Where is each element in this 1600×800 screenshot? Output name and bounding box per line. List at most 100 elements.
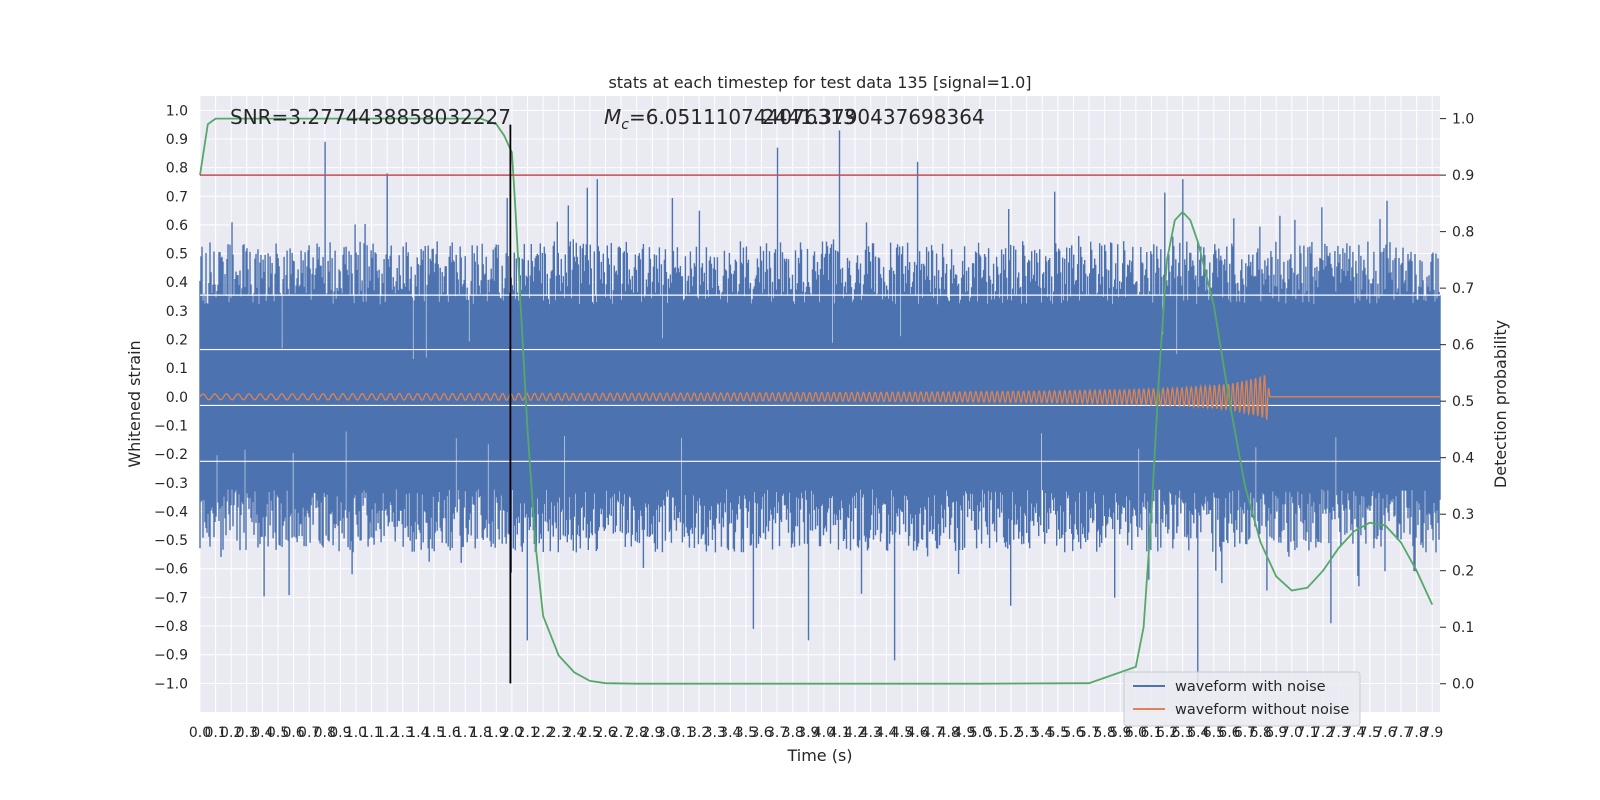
y-right-tick-label: 0.3	[1452, 507, 1474, 523]
legend-label-clean: waveform without noise	[1175, 702, 1349, 718]
y-axis-left-label: Whitened strain	[125, 340, 144, 467]
x-tick-label: 6.3	[1172, 725, 1194, 741]
x-tick-label: 6.6	[1218, 725, 1240, 741]
x-tick-label: 6.4	[1187, 725, 1209, 741]
probability-trace	[199, 117, 1434, 685]
x-tick-label: 4.9	[953, 725, 975, 741]
x-tick-label: 0.7	[298, 725, 320, 741]
x-tick-label: 2.7	[610, 725, 632, 741]
x-tick-label: 5.8	[1094, 725, 1116, 741]
x-tick-label: 4.1	[828, 725, 850, 741]
x-tick-label: 1.2	[376, 725, 398, 741]
x-tick-label: 3.7	[766, 725, 788, 741]
x-tick-label: 5.6	[1062, 725, 1084, 741]
x-tick-label: 7.6	[1374, 725, 1396, 741]
x-tick-label: 5.3	[1016, 725, 1038, 741]
x-axis-label: Time (s)	[786, 746, 852, 765]
x-tick-label: 4.5	[891, 725, 913, 741]
x-tick-label: 6.1	[1140, 725, 1162, 741]
x-tick-label: 3.6	[750, 725, 772, 741]
x-tick-label: 0.8	[314, 725, 336, 741]
y-right-tick-label: 0.9	[1452, 168, 1474, 184]
x-tick-label: 3.9	[797, 725, 819, 741]
x-tick-label: 7.5	[1359, 725, 1381, 741]
x-tick-label: 0.0	[189, 725, 211, 741]
y-left-tick-label: −0.1	[154, 418, 188, 434]
x-tick-label: 3.5	[735, 725, 757, 741]
legend-box	[1123, 671, 1361, 727]
y-left-tick-label: 0.6	[166, 218, 188, 234]
mc-symbol: M	[604, 105, 621, 129]
snr-annotation: SNR=3.2774438858032227	[230, 105, 511, 129]
y-left-tick-label: −0.2	[154, 447, 188, 463]
x-tick-label: 4.0	[813, 725, 835, 741]
x-tick-label: 5.1	[984, 725, 1006, 741]
y-axis-left-ticks: −1.0 −0.9 −0.8 −0.7 −0.6 −0.5 −0.4 −0.3 −0.2 −0.1…	[154, 103, 188, 692]
x-tick-label: 3.8	[782, 725, 804, 741]
series-waveform-without-noise	[199, 374, 1440, 420]
mc-value: =6.051110744076313	[629, 105, 856, 129]
x-tick-label: 7.3	[1327, 725, 1349, 741]
x-tick-label: 2.3	[548, 725, 570, 741]
x-tick-label: 4.2	[844, 725, 866, 741]
x-tick-label: 3.3	[704, 725, 726, 741]
x-tick-label: 4.6	[906, 725, 928, 741]
y-right-tick-label: 0.7	[1452, 281, 1474, 297]
x-tick-label: 4.3	[860, 725, 882, 741]
x-tick-label: 5.9	[1109, 725, 1131, 741]
x-tick-label: 6.8	[1249, 725, 1271, 741]
x-tick-label: 0.4	[251, 725, 273, 741]
y-left-tick-label: −0.8	[154, 619, 188, 635]
x-tick-label: 3.4	[719, 725, 741, 741]
mc-subscript: c	[621, 117, 629, 133]
reference-lines	[200, 124, 1440, 684]
x-tick-label: 4.7	[922, 725, 944, 741]
x-tick-label: 2.8	[626, 725, 648, 741]
x-tick-label: 4.4	[875, 725, 897, 741]
annotations: SNR=3.2774438858032227 Mc=6.051110744076…	[230, 105, 985, 133]
y-left-tick-label: 0.5	[166, 247, 188, 263]
y-left-tick-label: 0.2	[166, 333, 188, 349]
x-tick-label: 2.5	[579, 725, 601, 741]
x-tick-label: 2.6	[594, 725, 616, 741]
y-right-tick-label: 0.2	[1452, 564, 1474, 580]
x-tick-label: 3.1	[672, 725, 694, 741]
y-left-tick-label: 0.4	[166, 275, 188, 291]
x-tick-label: 3.0	[657, 725, 679, 741]
x-tick-label: 6.2	[1156, 725, 1178, 741]
chirp-trace	[199, 374, 1440, 420]
x-tick-label: 2.4	[563, 725, 585, 741]
x-tick-label: 2.2	[532, 725, 554, 741]
y-left-tick-label: −0.3	[154, 476, 188, 492]
series-detection-probability	[199, 117, 1434, 685]
x-tick-label: 4.8	[938, 725, 960, 741]
x-tick-label: 7.7	[1390, 725, 1412, 741]
x-tick-label: 5.2	[1000, 725, 1022, 741]
y-right-tick-label: 0.1	[1452, 620, 1474, 636]
x-tick-label: 5.4	[1031, 725, 1053, 741]
x-tick-label: 2.1	[516, 725, 538, 741]
x-tick-label: 6.0	[1125, 725, 1147, 741]
y-left-tick-label: 0.1	[166, 361, 188, 377]
x-tick-label: 1.6	[438, 725, 460, 741]
y-left-tick-label: −0.6	[154, 562, 188, 578]
x-tick-label: 6.7	[1234, 725, 1256, 741]
y-left-tick-label: −0.5	[154, 533, 188, 549]
y-right-tick-label: 0.5	[1452, 394, 1474, 410]
y-left-tick-label: 0.8	[166, 161, 188, 177]
x-axis-ticks: 0.00.10.20.30.40.50.60.70.80.91.01.11.21…	[189, 725, 1443, 741]
chart-title: stats at each timestep for test data 135…	[608, 73, 1031, 92]
x-tick-label: 0.9	[329, 725, 351, 741]
x-tick-label: 2.0	[501, 725, 523, 741]
x-tick-label: 5.5	[1047, 725, 1069, 741]
y-left-tick-label: 0.7	[166, 189, 188, 205]
y-right-tick-label: 0.0	[1452, 677, 1474, 693]
x-tick-label: 0.2	[220, 725, 242, 741]
x-tick-label: 0.5	[267, 725, 289, 741]
y-right-tick-label: 1.0	[1452, 112, 1474, 128]
y-left-tick-label: 0.9	[166, 132, 188, 148]
y-left-tick-label: −0.9	[154, 648, 188, 664]
x-tick-label: 6.9	[1265, 725, 1287, 741]
y-left-tick-label: 1.0	[166, 103, 188, 119]
